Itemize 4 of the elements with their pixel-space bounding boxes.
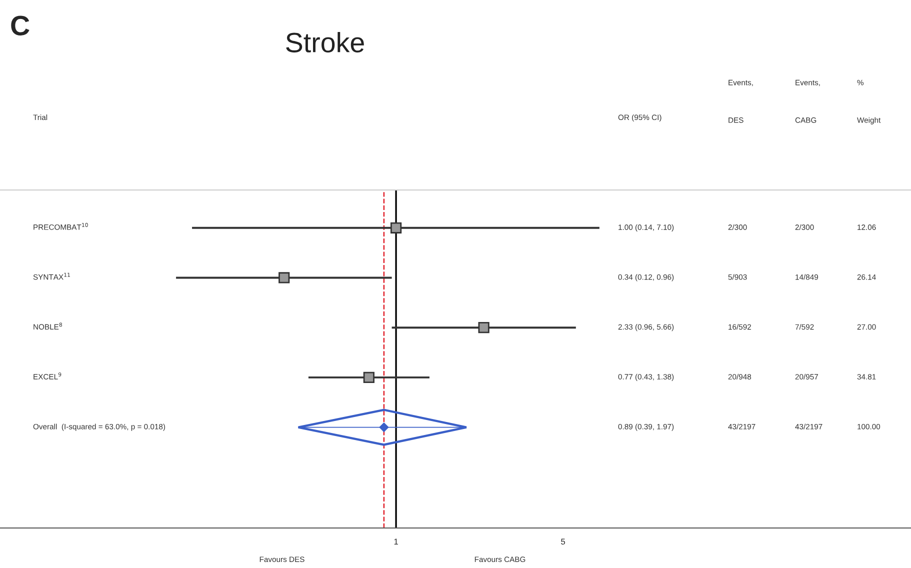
- chart-title: Stroke: [286, 32, 364, 52]
- x-tick-label: 1: [394, 538, 398, 544]
- x-tick-label: 5: [561, 538, 566, 545]
- text: C: [11, 16, 30, 36]
